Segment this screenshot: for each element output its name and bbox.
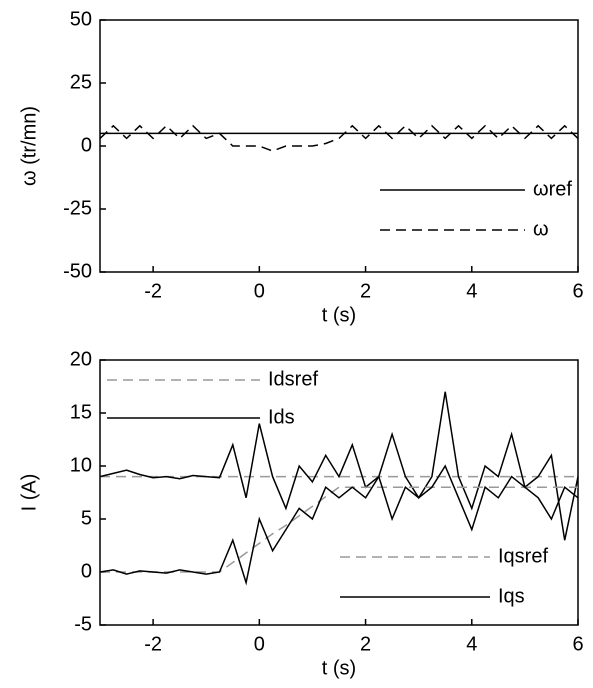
y-tick-label: -5	[74, 613, 92, 635]
series-line	[99, 391, 579, 541]
y-tick-label: 25	[70, 71, 92, 93]
x-axis-label: t (s)	[322, 657, 356, 679]
x-tick-label: 6	[572, 280, 583, 302]
legend-label: Iqsref	[498, 545, 548, 567]
y-tick-label: 10	[70, 454, 92, 476]
x-tick-label: 2	[360, 280, 371, 302]
x-tick-label: 0	[254, 280, 265, 302]
y-tick-label: 50	[70, 8, 92, 30]
y-tick-label: 5	[81, 507, 92, 529]
legend-label: Iqs	[498, 585, 525, 607]
x-tick-label: 6	[572, 633, 583, 655]
x-tick-label: -2	[144, 280, 162, 302]
series-line	[99, 464, 579, 586]
y-tick-label: -50	[63, 260, 92, 282]
x-tick-label: 0	[254, 633, 265, 655]
x-tick-label: -2	[144, 633, 162, 655]
y-tick-label: 0	[81, 560, 92, 582]
x-tick-label: 2	[360, 633, 371, 655]
y-axis-label: ω (tr/mn)	[18, 106, 40, 186]
legend-label: Ids	[268, 406, 295, 428]
y-tick-label: -25	[63, 197, 92, 219]
plot-frame	[99, 19, 579, 273]
y-tick-label: 15	[70, 401, 92, 423]
x-tick-label: 4	[466, 633, 477, 655]
legend-label: Idsref	[268, 368, 318, 390]
x-tick-label: 4	[466, 280, 477, 302]
y-tick-label: 0	[81, 134, 92, 156]
x-axis-label: t (s)	[322, 304, 356, 326]
series-line	[100, 486, 578, 573]
y-axis-label: I (A)	[18, 474, 40, 512]
legend-label: ω	[533, 218, 549, 240]
plot-frame	[99, 359, 579, 626]
y-tick-label: 20	[70, 348, 92, 370]
series-line	[99, 124, 579, 152]
legend-label: ωref	[533, 178, 572, 200]
